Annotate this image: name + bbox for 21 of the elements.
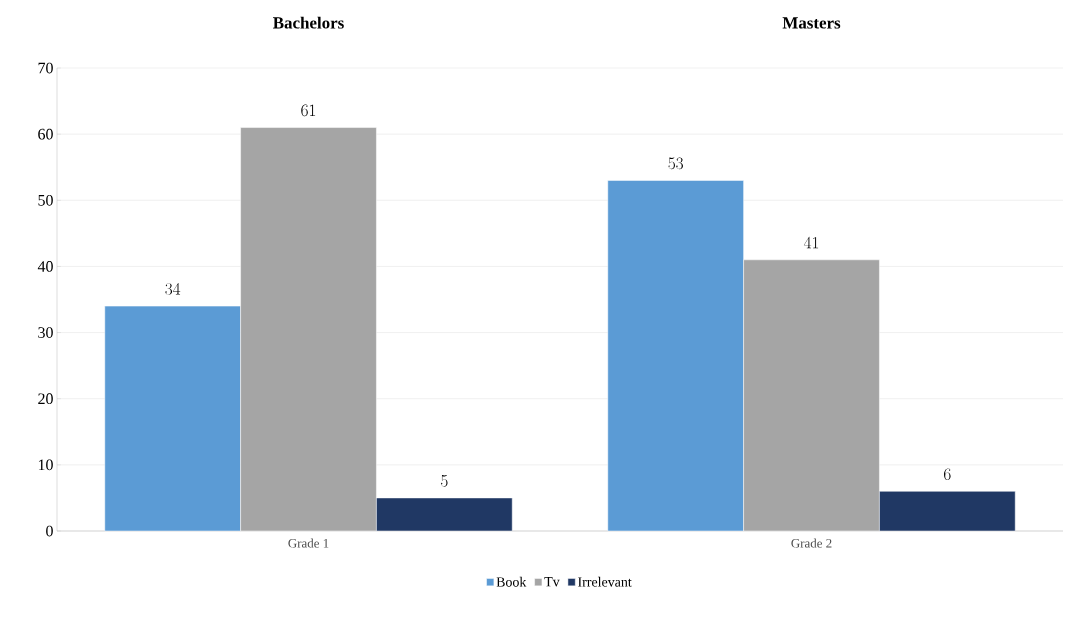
legend-label: Book xyxy=(496,576,527,587)
data-label: 6 xyxy=(944,468,951,481)
x-tick-label: Grade 1 xyxy=(288,538,329,548)
y-tick-label: 30 xyxy=(38,327,53,338)
y-tick-label: 40 xyxy=(37,261,53,272)
data-label: 53 xyxy=(668,157,683,170)
y-tick-label: 70 xyxy=(38,62,53,74)
data-label: 5 xyxy=(441,475,448,487)
y-tick-label: 0 xyxy=(46,525,53,537)
y-tick-label: 20 xyxy=(38,393,53,405)
legend-label: Tv xyxy=(544,577,560,587)
legend-label: Irrelevant xyxy=(578,576,632,587)
text: Bachelors xyxy=(273,16,344,29)
data-label: 61 xyxy=(301,104,316,117)
data-label: 41 xyxy=(803,236,819,249)
y-tick-label: 10 xyxy=(38,459,53,471)
y-tick-label: 60 xyxy=(38,128,53,140)
y-tick-label: 50 xyxy=(38,194,53,206)
data-label: 34 xyxy=(165,283,181,295)
x-tick-label: Grade 2 xyxy=(791,538,832,548)
text: Masters xyxy=(782,17,841,29)
